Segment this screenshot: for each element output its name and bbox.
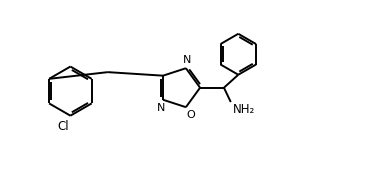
Text: Cl: Cl xyxy=(57,120,69,133)
Text: N: N xyxy=(157,103,165,113)
Text: N: N xyxy=(183,55,191,65)
Text: NH₂: NH₂ xyxy=(232,103,255,116)
Text: O: O xyxy=(186,110,195,120)
